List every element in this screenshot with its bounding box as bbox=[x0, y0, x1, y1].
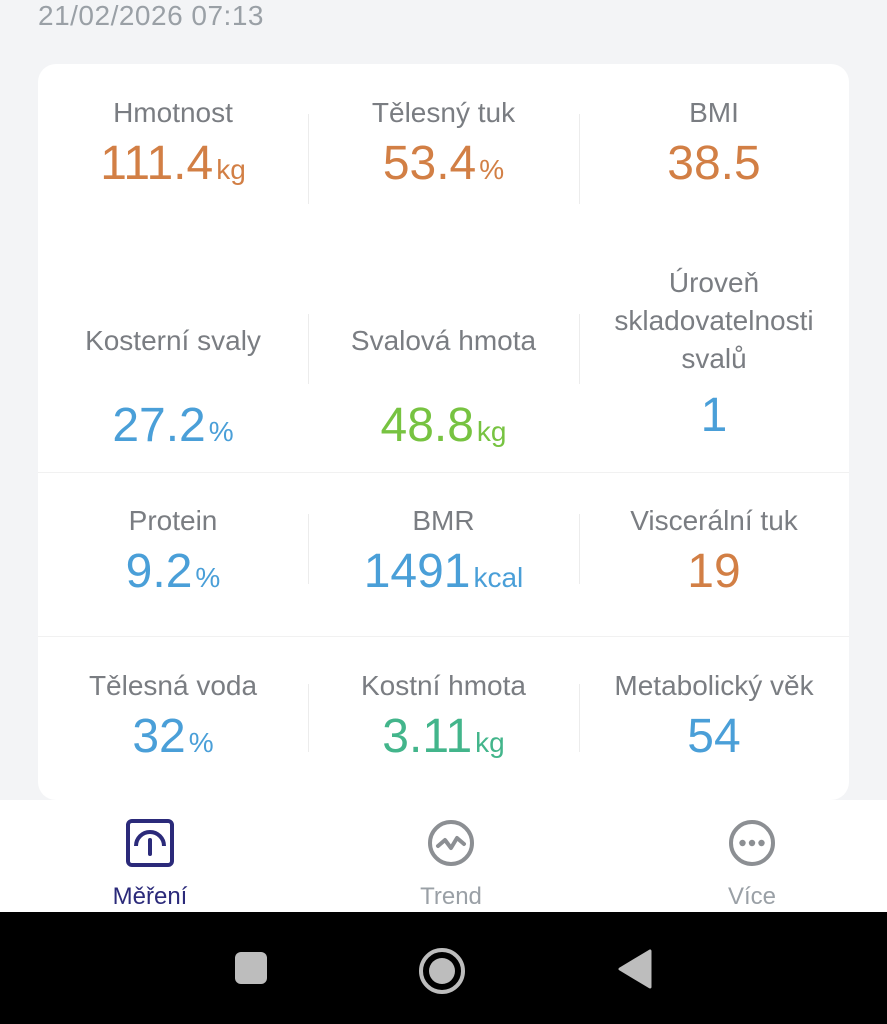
metric-unit: % bbox=[188, 727, 214, 758]
metric-visceral-fat[interactable]: Viscerální tuk 19 bbox=[579, 472, 849, 637]
tab-more[interactable]: Více bbox=[702, 800, 802, 912]
tab-label: Měření bbox=[112, 883, 188, 910]
column-divider bbox=[579, 684, 580, 752]
metric-label: Kostní hmota bbox=[361, 670, 526, 701]
metric-value: 111.4 bbox=[100, 137, 214, 190]
column-divider bbox=[308, 684, 309, 752]
metric-value-line: 38.5 bbox=[667, 136, 760, 192]
scale-icon bbox=[125, 818, 175, 873]
metric-value: 19 bbox=[687, 545, 741, 598]
metric-value: 3.11 bbox=[382, 710, 473, 763]
metric-value: 1 bbox=[700, 389, 728, 442]
metric-unit: % bbox=[479, 154, 505, 185]
metric-value: 9.2 bbox=[125, 545, 193, 598]
metric-label: Svalová hmota bbox=[350, 325, 537, 356]
column-divider bbox=[579, 314, 580, 384]
metric-muscle-mass[interactable]: Svalová hmota 48.8 kg bbox=[308, 268, 579, 472]
metric-value-line: 1 bbox=[701, 388, 728, 444]
metric-protein[interactable]: Protein 9.2 % bbox=[38, 472, 308, 637]
metric-value-line: 111.4 kg bbox=[100, 136, 246, 192]
metric-bmr[interactable]: BMR 1491 kcal bbox=[308, 472, 579, 637]
metric-label-line: svalů bbox=[681, 343, 747, 374]
metric-unit: kg bbox=[216, 154, 246, 185]
metric-label: Viscerální tuk bbox=[630, 505, 798, 536]
metric-value: 32 bbox=[132, 710, 186, 763]
metric-value-line: 54 bbox=[687, 709, 740, 765]
column-divider bbox=[579, 114, 580, 204]
metric-value-line: 1491 kcal bbox=[364, 544, 524, 600]
recent-apps-button[interactable] bbox=[233, 950, 269, 991]
tab-label: Trend bbox=[420, 883, 482, 910]
metric-weight[interactable]: Hmotnost 111.4 kg bbox=[38, 64, 308, 268]
metric-value: 1491 bbox=[363, 545, 471, 598]
metric-unit: % bbox=[208, 416, 234, 447]
back-triangle-icon bbox=[617, 949, 653, 993]
metric-body-fat[interactable]: Tělesný tuk 53.4 % bbox=[308, 64, 579, 268]
metric-muscle-storage-level[interactable]: Úroveň skladovatelnosti svalů 1 bbox=[579, 267, 849, 472]
metric-skeletal-muscle[interactable]: Kosterní svaly 27.2 % bbox=[38, 268, 308, 472]
column-divider bbox=[308, 514, 309, 584]
trend-icon bbox=[426, 818, 476, 873]
metric-unit: % bbox=[195, 562, 221, 593]
metric-value-line: 27.2 % bbox=[112, 398, 233, 454]
bottom-tab-bar: Měření Trend Více bbox=[0, 800, 887, 912]
metric-value: 38.5 bbox=[667, 137, 761, 190]
tab-trend[interactable]: Trend bbox=[401, 800, 501, 912]
metric-value-line: 19 bbox=[687, 544, 740, 600]
metric-label-line: skladovatelnosti bbox=[614, 305, 814, 336]
metric-value-line: 9.2 % bbox=[126, 544, 221, 600]
measurement-timestamp: 21/02/2026 07:13 bbox=[38, 0, 264, 31]
column-divider bbox=[308, 114, 309, 204]
column-divider bbox=[308, 314, 309, 384]
back-button[interactable] bbox=[617, 949, 653, 994]
metric-label: Kosterní svaly bbox=[85, 325, 261, 356]
row-divider bbox=[38, 472, 849, 473]
metric-label-line: Úroveň bbox=[668, 267, 760, 298]
metric-unit: kg bbox=[476, 416, 507, 447]
metric-label: Metabolický věk bbox=[614, 670, 814, 701]
square-icon bbox=[233, 952, 269, 990]
metric-body-water[interactable]: Tělesná voda 32 % bbox=[38, 637, 308, 800]
column-divider bbox=[579, 514, 580, 584]
system-navigation-bar bbox=[0, 912, 887, 1024]
metric-unit: kcal bbox=[473, 562, 524, 593]
metric-bmi[interactable]: BMI 38.5 bbox=[579, 64, 849, 268]
metric-value: 54 bbox=[687, 710, 741, 763]
metric-value: 48.8 bbox=[380, 399, 474, 452]
home-button[interactable] bbox=[417, 946, 467, 1001]
metric-label: BMR bbox=[412, 505, 475, 536]
tab-label: Více bbox=[727, 883, 777, 910]
home-circle-icon bbox=[417, 948, 467, 1000]
metric-label: Tělesná voda bbox=[88, 670, 258, 701]
more-icon bbox=[727, 818, 777, 873]
row-divider bbox=[38, 636, 849, 637]
metrics-grid: Hmotnost 111.4 kg Tělesný tuk 53.4 % BMI… bbox=[38, 64, 849, 800]
metric-value: 27.2 bbox=[112, 399, 206, 452]
metric-value-line: 53.4 % bbox=[383, 136, 504, 192]
metric-label: BMI bbox=[689, 97, 739, 128]
metric-label: Protein bbox=[128, 505, 218, 536]
metrics-card: Hmotnost 111.4 kg Tělesný tuk 53.4 % BMI… bbox=[38, 64, 849, 800]
metric-value-line: 32 % bbox=[132, 709, 213, 765]
metric-label: Hmotnost bbox=[113, 97, 233, 128]
tab-measurement[interactable]: Měření bbox=[100, 800, 200, 912]
metric-metabolic-age[interactable]: Metabolický věk 54 bbox=[579, 637, 849, 800]
metric-value: 53.4 bbox=[382, 137, 477, 190]
metric-bone-mass[interactable]: Kostní hmota 3.11 kg bbox=[308, 637, 579, 800]
metric-unit: kg bbox=[475, 727, 505, 758]
metric-value-line: 48.8 kg bbox=[381, 398, 507, 454]
metric-value-line: 3.11 kg bbox=[382, 709, 504, 765]
metric-label: Tělesný tuk bbox=[371, 97, 516, 128]
